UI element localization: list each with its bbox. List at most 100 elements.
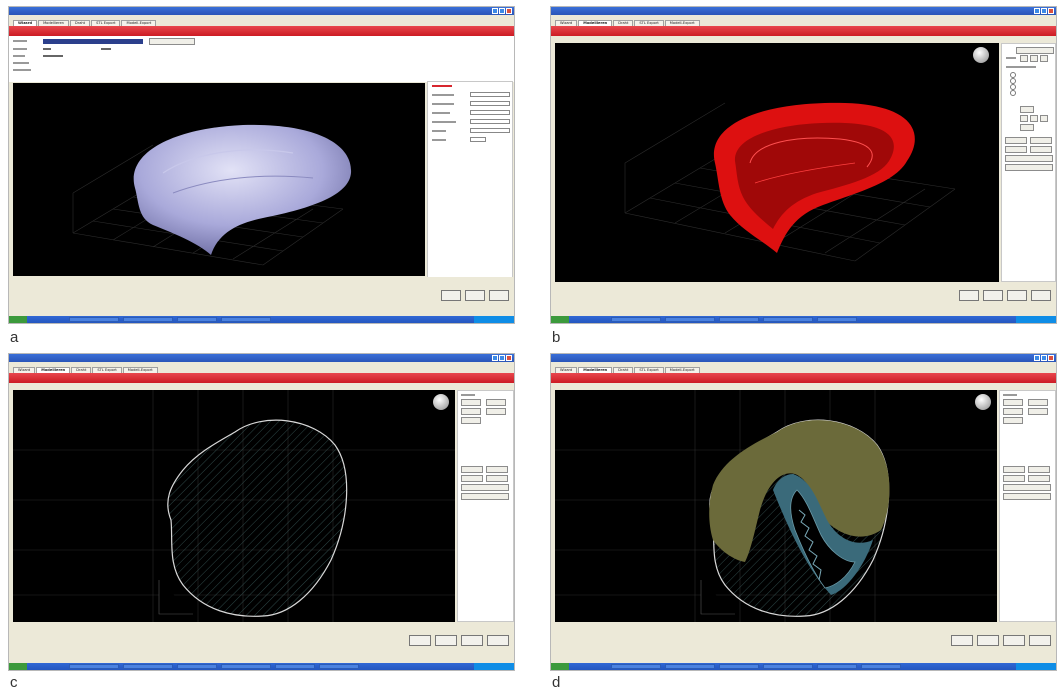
back-button[interactable] [983,290,1003,301]
property-select[interactable] [470,128,510,133]
start-button[interactable] [551,316,569,323]
action-button[interactable] [1028,466,1050,473]
taskbar-item[interactable] [319,664,359,669]
tab-5[interactable]: Modell-Export [664,367,700,373]
taskbar-item[interactable] [665,664,715,669]
action-button[interactable] [1005,137,1027,144]
next-button[interactable] [461,635,483,646]
action-button[interactable] [461,475,483,482]
wide-action-button[interactable] [1005,155,1053,162]
tab-4[interactable]: STL Export [634,20,664,26]
tool-toggle[interactable] [1030,55,1038,62]
tool-button[interactable] [486,408,506,415]
tab-2[interactable]: Modellieren [578,20,613,26]
tab-3[interactable]: Draht [613,367,634,373]
tool-button[interactable] [1028,408,1048,415]
taskbar-item[interactable] [817,664,857,669]
action-button[interactable] [461,466,483,473]
taskbar-item[interactable] [69,317,119,322]
tab-4[interactable]: STL Export [92,367,122,373]
tab-1[interactable]: Wizard [555,20,578,26]
tool-button[interactable] [461,408,481,415]
back-button[interactable] [977,635,999,646]
maximize-button[interactable] [1041,355,1047,361]
property-input[interactable] [470,137,486,142]
action-button[interactable] [1003,475,1025,482]
tool-toggle[interactable] [1020,55,1028,62]
3d-viewport[interactable] [555,43,999,282]
taskbar-item[interactable] [221,664,271,669]
spin-input[interactable] [1020,106,1034,113]
orbit-icon[interactable] [975,394,991,410]
taskbar-item[interactable] [719,664,759,669]
action-button[interactable] [1030,146,1052,153]
tool-button[interactable] [1016,47,1054,54]
radio-option[interactable] [1010,78,1016,84]
tab-2[interactable]: Modellieren [38,20,69,26]
tab-3[interactable]: Draht [69,20,91,26]
start-button[interactable] [9,663,27,670]
taskbar-item[interactable] [69,664,119,669]
property-select[interactable] [470,110,510,115]
next-button[interactable] [1003,635,1025,646]
orbit-icon[interactable] [973,47,989,63]
tool-button[interactable] [1003,417,1023,424]
close-button[interactable] [1048,355,1054,361]
radio-option[interactable] [1010,84,1016,90]
tab-5[interactable]: Modell-Export [122,367,158,373]
tab-1[interactable]: Wizard [13,20,38,26]
taskbar-item[interactable] [611,317,661,322]
tab-4[interactable]: STL Export [634,367,664,373]
taskbar-item[interactable] [763,664,813,669]
minimize-button[interactable] [492,355,498,361]
wide-action-button[interactable] [461,493,509,500]
close-button[interactable] [506,8,512,14]
tab-5[interactable]: Modell-Export [664,20,700,26]
taskbar-item[interactable] [817,317,857,322]
property-select[interactable] [470,101,510,106]
spin-input[interactable] [1020,124,1034,131]
action-button[interactable] [1003,466,1025,473]
next-button[interactable] [1007,290,1027,301]
taskbar-item[interactable] [861,664,901,669]
action-button[interactable] [486,466,508,473]
minimize-button[interactable] [1034,8,1040,14]
minimize-button[interactable] [1034,355,1040,361]
start-button[interactable] [9,316,27,323]
spin-input[interactable] [1020,115,1028,122]
tab-4[interactable]: STL Export [91,20,121,26]
orbit-icon[interactable] [433,394,449,410]
taskbar-item[interactable] [719,317,759,322]
radio-option[interactable] [1010,72,1016,78]
next-button[interactable] [465,290,485,301]
close-button[interactable] [1048,8,1054,14]
tab-2[interactable]: Modellieren [36,367,71,373]
tab-3[interactable]: Draht [613,20,634,26]
tab-3[interactable]: Draht [71,367,92,373]
maximize-button[interactable] [499,8,505,14]
taskbar-item[interactable] [123,664,173,669]
tool-button[interactable] [486,399,506,406]
2d-viewport[interactable] [13,390,455,622]
tool-button[interactable] [461,399,481,406]
radio-option[interactable] [1010,90,1016,96]
maximize-button[interactable] [499,355,505,361]
tab-5[interactable]: Modell-Export [121,20,157,26]
wide-action-button[interactable] [461,484,509,491]
taskbar-item[interactable] [177,664,217,669]
action-button[interactable] [1028,475,1050,482]
taskbar-item[interactable] [123,317,173,322]
action-button[interactable] [1030,137,1052,144]
property-select[interactable] [470,119,510,124]
wide-action-button[interactable] [1003,493,1051,500]
taskbar-item[interactable] [763,317,813,322]
tool-button[interactable] [461,417,481,424]
back-button[interactable] [435,635,457,646]
tab-1[interactable]: Wizard [13,367,36,373]
wide-action-button[interactable] [1003,484,1051,491]
taskbar-item[interactable] [665,317,715,322]
action-button[interactable] [486,475,508,482]
tool-button[interactable] [1028,399,1048,406]
minimize-button[interactable] [492,8,498,14]
property-select[interactable] [470,92,510,97]
